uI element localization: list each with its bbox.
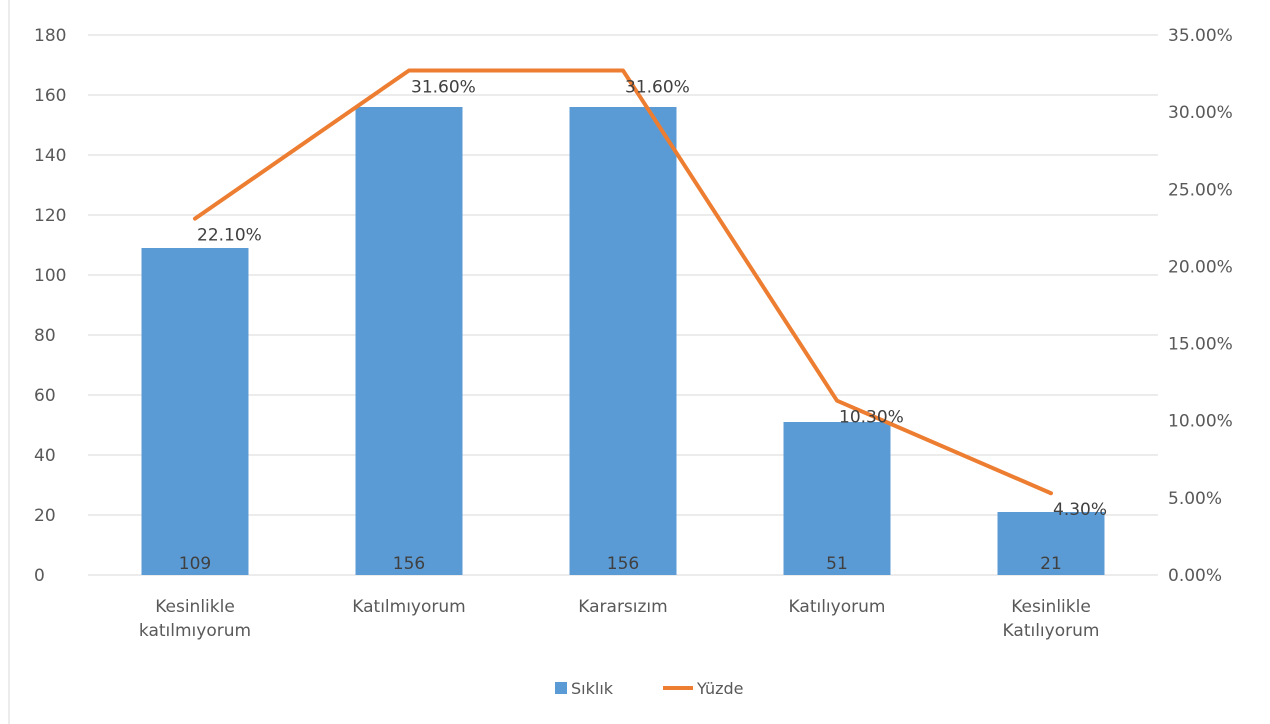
- left-axis-tick-label: 80: [34, 326, 56, 346]
- right-axis-tick-label: 15.00%: [1168, 335, 1233, 355]
- left-axis-tick-label: 100: [34, 266, 66, 286]
- line-data-labels: 22.10% 31.60% 31.60% 10.30% 4.30%: [197, 77, 1107, 520]
- right-axis-tick-label: 30.00%: [1168, 103, 1233, 123]
- bar: [783, 422, 891, 575]
- category-label: Katılıyorum: [789, 597, 886, 617]
- bar: [141, 248, 249, 575]
- line-data-label: 31.60%: [625, 77, 690, 97]
- left-axis-tick-label: 20: [34, 506, 56, 526]
- category-label: Kesinlikle katılmıyorum: [139, 597, 251, 641]
- bar-data-label: 156: [393, 554, 425, 574]
- line-data-label: 31.60%: [411, 77, 476, 97]
- bar-data-label: 51: [826, 554, 848, 574]
- bar-data-label: 156: [607, 554, 639, 574]
- line-data-label: 4.30%: [1053, 500, 1107, 520]
- left-axis-tick-label: 0: [34, 566, 45, 586]
- left-axis-tick-label: 120: [34, 206, 66, 226]
- left-axis-tick-label: 180: [34, 26, 66, 46]
- category-axis-labels: Kesinlikle katılmıyorum Katılmıyorum Karars…: [139, 597, 1100, 641]
- legend: Sıklık Yüzde: [555, 679, 743, 698]
- bar-data-labels: 109 156 156 51 21: [179, 554, 1062, 574]
- bar: [355, 107, 463, 575]
- bar-data-label: 109: [179, 554, 211, 574]
- category-label: Kararsızım: [578, 597, 667, 617]
- left-axis-ticks: 0 20 40 60 80 100 120 140 160 180: [34, 26, 66, 586]
- line-data-label: 22.10%: [197, 226, 262, 246]
- left-axis-tick-label: 40: [34, 446, 56, 466]
- left-axis-tick-label: 140: [34, 146, 66, 166]
- category-label: Kesinlikle Katılıyorum: [1003, 597, 1100, 641]
- bar-series-siklik: [141, 107, 1105, 575]
- right-axis-tick-label: 20.00%: [1168, 257, 1233, 277]
- bar: [997, 512, 1105, 575]
- bar-data-label: 21: [1040, 554, 1062, 574]
- right-axis-tick-label: 10.00%: [1168, 412, 1233, 432]
- bar: [569, 107, 677, 575]
- left-axis-tick-label: 60: [34, 386, 56, 406]
- line-data-label: 10.30%: [839, 408, 904, 428]
- right-axis-tick-label: 35.00%: [1168, 26, 1233, 46]
- right-axis-tick-label: 5.00%: [1168, 489, 1222, 509]
- right-axis-tick-label: 25.00%: [1168, 180, 1233, 200]
- legend-label-siklik: Sıklık: [571, 679, 614, 698]
- category-label: Katılmıyorum: [352, 597, 465, 617]
- right-axis-ticks: 0.00% 5.00% 10.00% 15.00% 20.00% 25.00% 30.00%…: [1168, 26, 1233, 586]
- line-series-yuzde: [193, 68, 1053, 496]
- right-axis-tick-label: 0.00%: [1168, 566, 1222, 586]
- legend-label-yuzde: Yüzde: [696, 679, 743, 698]
- left-axis-tick-label: 160: [34, 86, 66, 106]
- legend-swatch-siklik: [555, 682, 567, 694]
